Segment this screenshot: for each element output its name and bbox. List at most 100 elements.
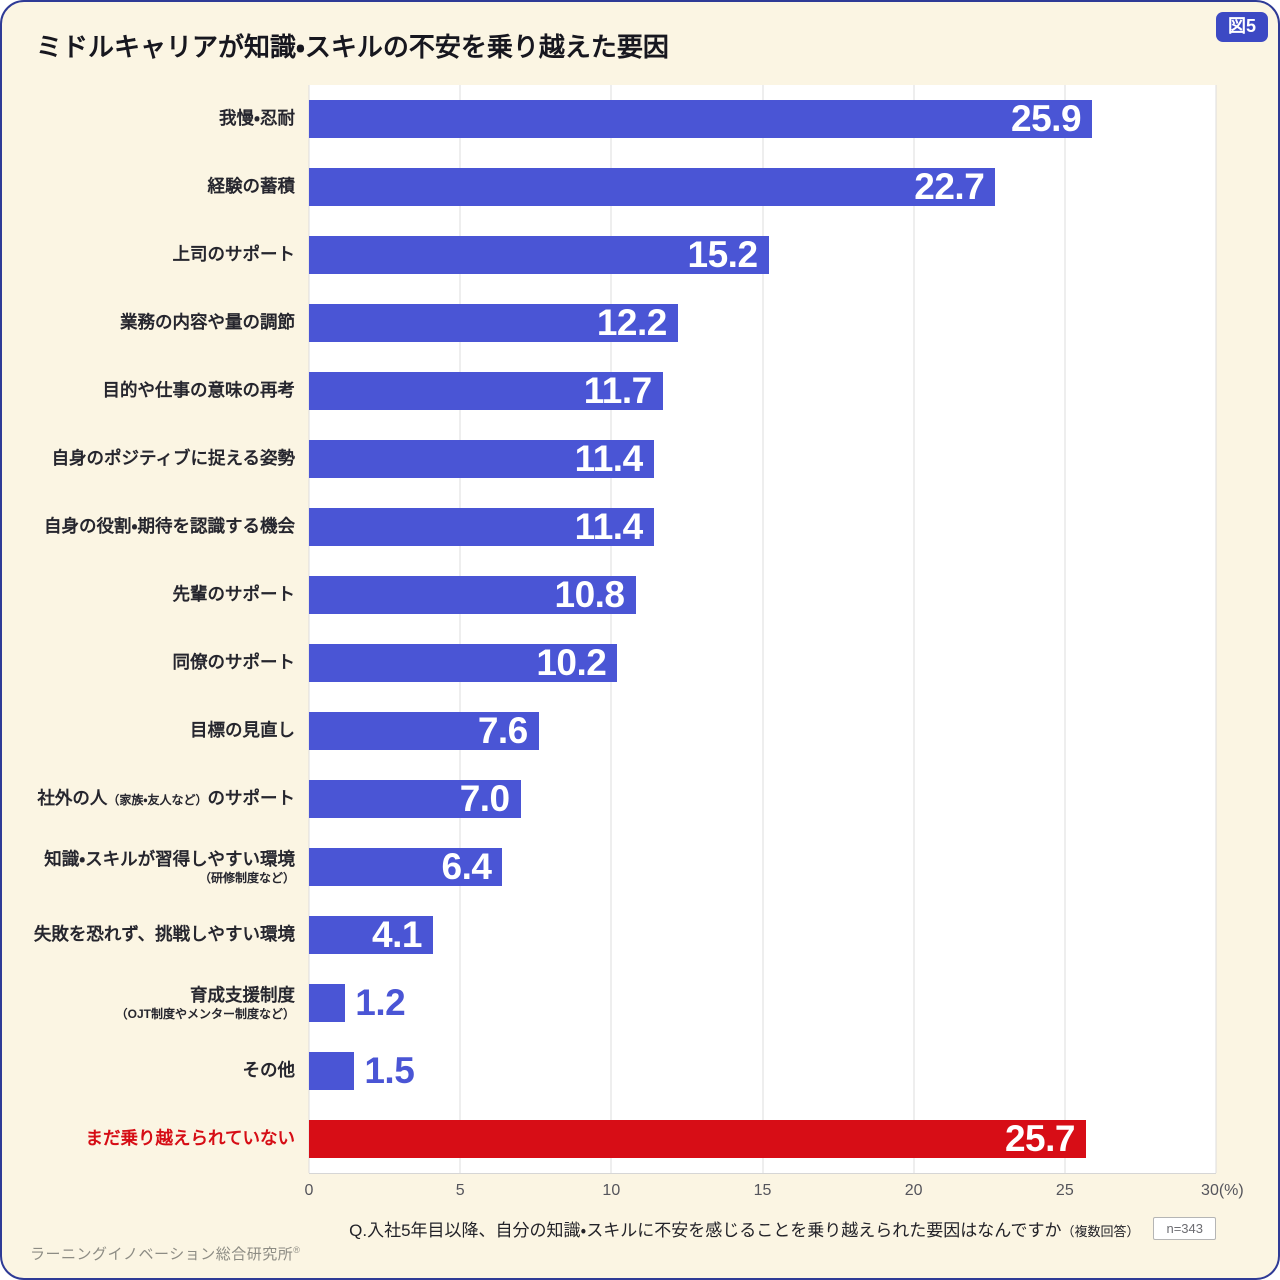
chart-row: 7.6 [309, 697, 1216, 765]
bar-blue: 6.4 [309, 846, 503, 888]
value-label: 7.0 [459, 778, 510, 820]
chart-row: 25.7 [309, 1105, 1216, 1173]
chart-row: 11.4 [309, 493, 1216, 561]
chart-row: 1.5 [309, 1037, 1216, 1105]
bar-track: 7.0 [309, 778, 1216, 820]
category-label: 社外の人（家族・友人など）のサポート [37, 788, 295, 809]
category-label: 目的や仕事の意味の再考 [102, 380, 296, 401]
bar-blue: 4.1 [309, 914, 433, 956]
plot-area: 25.9 22.7 15.2 12.2 11.7 11.4 11.4 10.8 10.2 7.6 7… [308, 85, 1217, 1175]
gridline [610, 85, 612, 1174]
bar-track: 10.8 [309, 574, 1216, 616]
value-label: 22.7 [914, 166, 985, 208]
figure-number-badge: 図5 [1215, 12, 1268, 42]
bar-track: 12.2 [309, 302, 1216, 344]
category-label: 上司のサポート [172, 244, 296, 265]
bar-blue: 22.7 [309, 166, 996, 208]
gridline [308, 85, 310, 1174]
bar-blue: 11.4 [309, 438, 654, 479]
category-label: 育成支援制度 （OJT制度やメンター制度など） [115, 984, 295, 1021]
gridline [1064, 85, 1066, 1174]
chart-row: 10.8 [309, 561, 1216, 629]
axis-tick-label: 25 [1055, 1182, 1074, 1200]
survey-question-suffix: （複数回答） [1061, 1224, 1140, 1240]
category-label: まだ乗り越えられていない [85, 1128, 295, 1149]
bar-blue: 12.2 [309, 302, 678, 344]
chart-row: 4.1 [309, 901, 1216, 969]
plot-column: 25.9 22.7 15.2 12.2 11.7 11.4 11.4 10.8 10.2 7.6 7… [305, 85, 1244, 1212]
category-label: 同僚のサポート [172, 652, 296, 673]
axis-tick-label: 15 [753, 1182, 772, 1200]
value-label: 11.7 [583, 370, 652, 412]
bar-blue [309, 984, 346, 1023]
axis-tick-label: 30(%) [1201, 1182, 1244, 1200]
bar-track: 25.7 [309, 1118, 1216, 1160]
bar-track: 11.4 [309, 506, 1216, 548]
chart-row: 6.4 [309, 833, 1216, 901]
bar-blue: 15.2 [309, 234, 769, 276]
question-row: Q.入社5年目以降、自分の知識・スキルに不安を感じることを乗り越えられた要因はな… [32, 1216, 1216, 1241]
chart-row: 25.9 [309, 85, 1216, 153]
bar-blue: 10.2 [309, 642, 618, 684]
chart-row: 1.2 [309, 969, 1216, 1037]
gridline [1215, 85, 1217, 1174]
source-name: ラーニングイノベーション総合研究所 [30, 1246, 294, 1263]
gridline [913, 85, 915, 1174]
category-label: 失敗を恐れず、挑戦しやすい環境 [33, 924, 295, 945]
survey-question-text: Q.入社5年目以降、自分の知識・スキルに不安を感じることを乗り越えられた要因はな… [349, 1221, 1062, 1241]
bar-track: 25.9 [309, 98, 1216, 139]
sample-size-badge: n=343 [1153, 1217, 1216, 1241]
category-label: 先輩のサポート [172, 584, 296, 605]
bar-blue: 25.9 [309, 98, 1093, 139]
gridline [762, 85, 763, 1174]
bar-track: 22.7 [309, 166, 1216, 208]
axis-tick-label: 0 [304, 1182, 314, 1200]
x-axis: 0 5 10 15 20 25 30(%) [305, 1180, 1244, 1212]
bar-track: 4.1 [309, 914, 1216, 956]
registered-mark: ® [293, 1245, 301, 1255]
bar-blue: 10.8 [309, 574, 636, 616]
survey-question: Q.入社5年目以降、自分の知識・スキルに不安を感じることを乗り越えられた要因はな… [349, 1216, 1139, 1241]
value-label: 12.2 [596, 302, 668, 344]
chart-title: ミドルキャリアが知識・スキルの不安を乗り越えた要因 [36, 32, 669, 62]
source-attribution: ラーニングイノベーション総合研究所® [30, 1243, 300, 1264]
value-label: 11.4 [574, 506, 643, 548]
category-label: 目標の見直し [190, 720, 295, 741]
bar-track: 10.2 [309, 642, 1216, 684]
category-label: 自身の役割・期待を認識する機会 [44, 516, 295, 537]
bar-blue: 7.0 [309, 778, 521, 820]
bar-blue: 7.6 [309, 710, 539, 752]
gridline [459, 85, 461, 1174]
value-label: 6.4 [441, 846, 492, 888]
bar-track: 7.6 [309, 710, 1216, 752]
chart-row: 12.2 [309, 289, 1216, 357]
value-label: 15.2 [687, 234, 759, 276]
chart-row: 22.7 [309, 153, 1216, 221]
chart-row: 11.4 [309, 425, 1216, 493]
value-label: 10.8 [554, 574, 626, 616]
bar-chart: 我慢・忍耐 経験の蓄積 上司のサポート 業務の内容や量の調節 目的や仕事の意味の再考 自身… [32, 85, 1244, 1212]
chart-row: 10.2 [309, 629, 1216, 697]
category-label: 自身のポジティブに捉える姿勢 [51, 448, 295, 469]
bar-red: 25.7 [309, 1118, 1086, 1160]
axis-tick-label: 10 [602, 1182, 621, 1200]
chart-row: 15.2 [309, 221, 1216, 289]
value-label: 4.1 [372, 914, 422, 956]
bar-track: 11.4 [309, 438, 1216, 479]
value-label: 25.7 [1004, 1118, 1076, 1160]
bar-blue [309, 1052, 355, 1091]
bar-track: 6.4 [309, 846, 1216, 888]
value-label: 1.5 [364, 1050, 415, 1092]
bar-track: 1.5 [309, 1050, 1216, 1092]
category-label: 知識・スキルが習得しやすい環境 （研修制度など） [44, 848, 295, 885]
bar-track: 1.2 [309, 982, 1216, 1023]
axis-tick-label: 20 [904, 1182, 923, 1200]
category-label: その他 [242, 1060, 296, 1081]
category-label: 業務の内容や量の調節 [120, 312, 295, 333]
chart-row: 7.0 [309, 765, 1216, 833]
axis-tick-label: 5 [455, 1182, 465, 1200]
value-label: 10.2 [536, 642, 607, 684]
bar-blue: 11.7 [309, 370, 663, 412]
value-label: 7.6 [477, 710, 528, 752]
